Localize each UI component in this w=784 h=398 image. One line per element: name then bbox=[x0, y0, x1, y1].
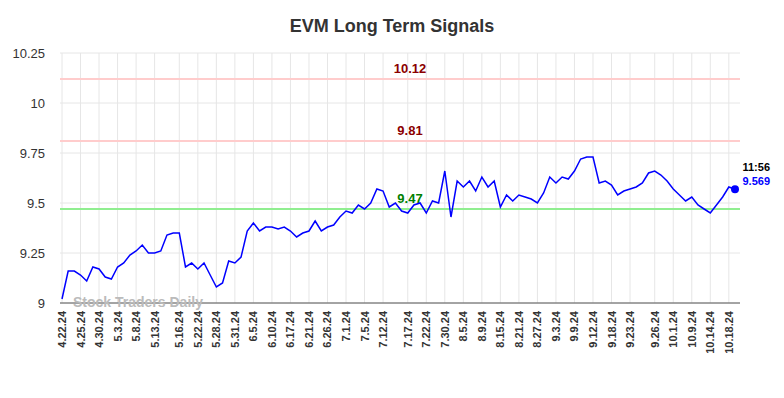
x-tick-label: 6.10.24 bbox=[266, 310, 278, 348]
last-value: 9.569 bbox=[742, 175, 770, 187]
grid-line bbox=[630, 53, 631, 303]
x-tick-label: 9.18.24 bbox=[606, 310, 618, 348]
title: EVM Long Term Signals bbox=[290, 16, 495, 36]
x-tick-label: 8.5.24 bbox=[457, 310, 469, 341]
grid-line bbox=[654, 53, 655, 303]
grid-line bbox=[673, 53, 674, 303]
grid-line bbox=[80, 53, 81, 303]
grid-line bbox=[197, 53, 198, 303]
grid-line bbox=[555, 53, 556, 303]
x-tick-label: 4.30.24 bbox=[93, 310, 105, 348]
last-point bbox=[731, 185, 739, 193]
x-tick-label: 10.14.24 bbox=[704, 310, 716, 354]
grid-line bbox=[592, 53, 593, 303]
grid-line bbox=[574, 53, 575, 303]
y-tick-label: 9.25 bbox=[20, 246, 45, 261]
x-tick-label: 7.5.24 bbox=[359, 310, 371, 341]
grid-line bbox=[216, 53, 217, 303]
x-tick-label: 6.21.24 bbox=[303, 310, 315, 348]
x-tick-label: 5.8.24 bbox=[130, 310, 142, 341]
plot-area bbox=[62, 157, 739, 299]
price-line bbox=[62, 157, 735, 299]
grid-line bbox=[691, 53, 692, 303]
x-tick-label: 7.22.24 bbox=[420, 310, 432, 348]
x-tick-label: 9.26.24 bbox=[649, 310, 661, 348]
x-tick-label: 6.17.24 bbox=[284, 310, 296, 348]
x-tick-label: 8.9.24 bbox=[476, 310, 488, 341]
grid-line bbox=[346, 53, 347, 303]
x-tick-label: 7.17.24 bbox=[402, 310, 414, 348]
x-tick-label: 8.21.24 bbox=[513, 310, 525, 348]
x-tick-label: 9.12.24 bbox=[587, 310, 599, 348]
y-tick-label: 10 bbox=[31, 96, 45, 111]
x-tick-label: 4.25.24 bbox=[75, 310, 87, 348]
watermark: Stock Traders Daily bbox=[73, 294, 203, 310]
grid-line bbox=[710, 53, 711, 303]
grid-line bbox=[537, 53, 538, 303]
grid-line bbox=[426, 53, 427, 303]
x-tick-label: 7.30.24 bbox=[439, 310, 451, 348]
grid-line bbox=[500, 53, 501, 303]
grid-line bbox=[290, 53, 291, 303]
grid-line bbox=[271, 53, 272, 303]
grid-line bbox=[179, 53, 180, 303]
x-tick-label: 10.9.24 bbox=[686, 310, 698, 348]
x-tick-label: 6.5.24 bbox=[247, 310, 259, 341]
grid-line bbox=[117, 53, 118, 303]
x-tick-label: 9.3.24 bbox=[550, 310, 562, 341]
x-tick-label: 10.18.24 bbox=[723, 310, 735, 354]
grid-line bbox=[518, 53, 519, 303]
chart: EVM Long Term Signals 9 9.25 9.5 9.75 10 10.25… bbox=[0, 0, 784, 398]
signal-line bbox=[60, 78, 740, 80]
background bbox=[0, 0, 784, 398]
y-tick-label: 9.5 bbox=[27, 196, 45, 211]
grid-line bbox=[136, 53, 137, 303]
y-tick-label: 9.75 bbox=[20, 146, 45, 161]
grid-line bbox=[60, 103, 740, 104]
grid-line bbox=[407, 53, 408, 303]
y-tick-label: 10.25 bbox=[12, 46, 45, 61]
x-tick-label: 5.16.24 bbox=[173, 310, 185, 348]
x-tick-label: 5.3.24 bbox=[112, 310, 124, 341]
x-tick-label: 8.15.24 bbox=[494, 310, 506, 348]
x-tick-label: 7.1.24 bbox=[340, 310, 352, 341]
x-tick-label: 5.13.24 bbox=[149, 310, 161, 348]
x-tick-label: 4.22.24 bbox=[56, 310, 68, 348]
x-tick-label: 7.12.24 bbox=[377, 310, 389, 348]
x-tick-label: 5.31.24 bbox=[229, 310, 241, 348]
grid-line bbox=[611, 53, 612, 303]
x-tick-label: 9.23.24 bbox=[624, 310, 636, 348]
grid-line bbox=[99, 53, 100, 303]
signal-label: 10.12 bbox=[394, 61, 427, 76]
signal-line bbox=[60, 140, 740, 142]
x-tick-label: 6.26.24 bbox=[321, 310, 333, 348]
grid-line bbox=[364, 53, 365, 303]
last-time: 11:56 bbox=[742, 161, 770, 173]
grid-line bbox=[383, 53, 384, 303]
grid-line bbox=[327, 53, 328, 303]
grid-line bbox=[234, 53, 235, 303]
grid-line bbox=[463, 53, 464, 303]
grid-line bbox=[253, 53, 254, 303]
signal-label: 9.81 bbox=[397, 123, 422, 138]
grid-line bbox=[60, 253, 740, 254]
x-tick-label: 5.28.24 bbox=[210, 310, 222, 348]
y-tick-label: 9 bbox=[38, 296, 45, 311]
grid-line bbox=[62, 53, 63, 303]
grid-line bbox=[728, 53, 729, 303]
grid-line bbox=[308, 53, 309, 303]
x-tick-label: 10.1.24 bbox=[667, 310, 679, 348]
grid-line bbox=[60, 153, 740, 154]
x-tick-label: 8.27.24 bbox=[531, 310, 543, 348]
grid-line bbox=[60, 53, 740, 54]
grid-line bbox=[154, 53, 155, 303]
x-tick-label: 9.9.24 bbox=[568, 310, 580, 341]
x-tick-label: 5.22.24 bbox=[192, 310, 204, 348]
